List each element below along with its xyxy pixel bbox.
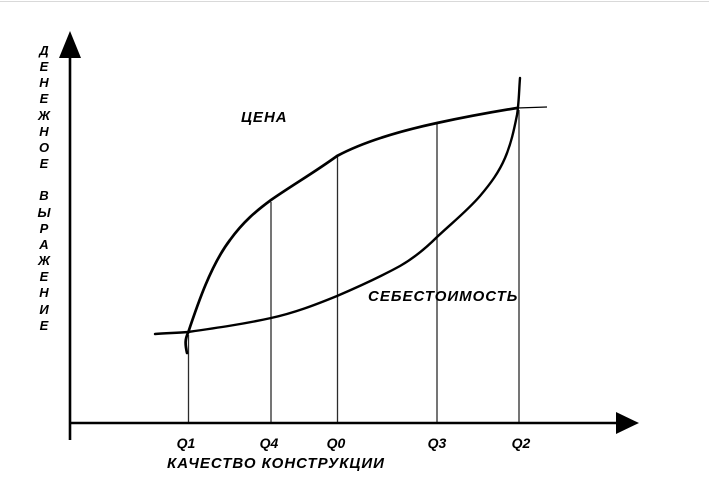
y-axis-letter: Е	[39, 269, 49, 284]
y-axis-letter: А	[39, 237, 49, 252]
price-curve	[184, 106, 519, 355]
x-tick-q2: Q2	[511, 435, 531, 451]
y-axis-letter: Ж	[37, 253, 51, 268]
y-axis-letter: Е	[39, 91, 49, 106]
price-curve-right-tail	[516, 106, 548, 109]
y-axis-letter: Н	[39, 285, 49, 300]
x-axis-title: КАЧЕСТВО КОНСТРУКЦИИ	[167, 455, 385, 472]
y-axis-letter: Ж	[37, 108, 51, 123]
top-border-line	[0, 1, 709, 2]
y-axis-arrowhead	[59, 31, 81, 58]
price-curve-label: ЦЕНА	[241, 109, 288, 126]
x-tick-q4: Q4	[259, 435, 279, 451]
y-axis-letter: Е	[39, 59, 49, 74]
y-axis-letter: О	[38, 140, 50, 155]
y-axis-letter: Ы	[37, 205, 51, 220]
y-axis-letter: Р	[39, 221, 49, 236]
y-axis-letter: В	[39, 188, 49, 203]
y-axis-letter: Д	[39, 43, 49, 58]
x-tick-q0: Q0	[326, 435, 346, 451]
x-axis-arrowhead	[616, 412, 639, 434]
y-axis-letter: Н	[39, 124, 49, 139]
y-axis-letter: Н	[39, 75, 49, 90]
y-axis-letter: Е	[39, 318, 49, 333]
y-axis-letter: Е	[39, 156, 49, 171]
x-tick-q1: Q1	[176, 435, 196, 451]
cost-curve	[153, 76, 522, 336]
cost-curve-label: СЕБЕСТОИМОСТЬ	[368, 288, 519, 305]
y-axis-letter: И	[39, 302, 49, 317]
x-tick-q3: Q3	[427, 435, 447, 451]
